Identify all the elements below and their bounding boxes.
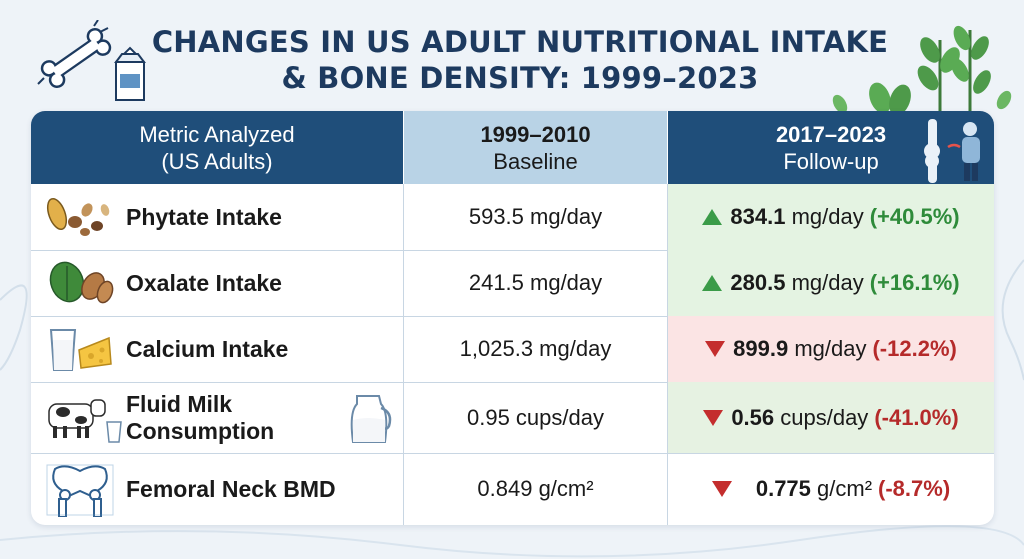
metric-label-line-2: Consumption — [126, 417, 275, 444]
table-row-phytate: Phytate Intake 593.5 mg/day 834.1 mg/day… — [31, 184, 994, 250]
followup-cell: 834.1 mg/day (+40.5%) — [668, 184, 994, 250]
change-percent: (+40.5%) — [869, 204, 960, 229]
followup-cell: 0.56 cups/day (-41.0%) — [668, 382, 994, 453]
row-divider — [31, 453, 994, 454]
followup-unit: g/cm² — [810, 476, 873, 501]
metric-label: Phytate Intake — [126, 203, 282, 230]
row-divider — [31, 382, 994, 383]
down-arrow-icon — [705, 341, 726, 357]
row-divider — [31, 250, 994, 251]
followup-value: 0.775 — [755, 476, 811, 501]
title-line-2: & BONE DENSITY: 1999–2023 — [281, 61, 759, 95]
column-header-baseline: 1999–2010 Baseline — [404, 111, 667, 184]
table-row-calcium: Calcium Intake 1,025.3 mg/day 899.9 mg/d… — [31, 316, 994, 382]
title-line-1: CHANGES IN US ADULT NUTRITIONAL INTAKE — [151, 25, 889, 59]
plant-icon — [832, 25, 1012, 112]
metric-cell: Calcium Intake — [31, 316, 403, 382]
followup-value: 899.9 — [733, 336, 789, 361]
baseline-value: 241.5 mg/day — [468, 270, 603, 295]
followup-cell: 0.775 g/cm² (-8.7%) — [668, 453, 994, 525]
up-arrow-icon — [702, 275, 723, 291]
milk-carton-icon — [114, 46, 146, 101]
baseline-value: 1,025.3 mg/day — [459, 336, 612, 361]
followup-cell: 280.5 mg/day (+16.1%) — [668, 250, 994, 316]
followup-unit: cups/day — [774, 404, 869, 430]
followup-value: 280.5 — [730, 270, 786, 295]
change-percent: (-12.2%) — [872, 336, 957, 361]
column-header-metric-subtitle: (US Adults) — [161, 148, 273, 174]
metric-label: Femoral Neck BMD — [126, 475, 336, 502]
metric-label: Fluid Milk Consumption — [126, 391, 274, 445]
followup-unit: mg/day — [785, 270, 864, 295]
metric-label: Oxalate Intake — [126, 269, 282, 296]
pelvis-bone-icon — [46, 464, 114, 517]
column-header-metric-title: Metric Analyzed — [139, 121, 295, 147]
milk-cheese-icon — [49, 329, 112, 371]
knee-joint-icon — [924, 119, 980, 183]
column-divider — [667, 184, 668, 525]
baseline-value: 0.849 g/cm² — [477, 476, 594, 501]
column-divider — [403, 184, 404, 525]
baseline-value: 0.95 cups/day — [467, 404, 604, 430]
column-header-metric: Metric Analyzed (US Adults) — [31, 111, 403, 184]
column-header-followup: 2017–2023 Follow-up — [668, 111, 994, 184]
milk-jug-icon — [350, 395, 392, 443]
column-header-baseline-years: 1999–2010 — [480, 121, 591, 147]
table-row-femoral-neck-bmd: Femoral Neck BMD 0.849 g/cm² 0.775 g/cm²… — [31, 453, 994, 525]
table-header: Metric Analyzed (US Adults) 1999–2010 Ba… — [31, 111, 994, 184]
column-header-followup-years: 2017–2023 — [775, 121, 887, 147]
followup-cell: 899.9 mg/day (-12.2%) — [668, 316, 994, 382]
row-divider — [31, 316, 994, 317]
followup-unit: mg/day — [788, 336, 867, 361]
change-percent: (+16.1%) — [869, 270, 960, 295]
baseline-value: 593.5 mg/day — [468, 204, 603, 229]
page-title: CHANGES IN US ADULT NUTRITIONAL INTAKE &… — [150, 24, 890, 96]
comparison-table: Metric Analyzed (US Adults) 1999–2010 Ba… — [31, 111, 994, 525]
table-row-fluid-milk: Fluid Milk Consumption 0.95 cups/day 0.5… — [31, 382, 994, 453]
metric-label-line-1: Fluid Milk — [126, 390, 233, 417]
metric-cell: Fluid Milk Consumption — [31, 382, 403, 453]
followup-unit: mg/day — [785, 204, 864, 229]
change-percent: (-41.0%) — [874, 404, 959, 430]
header: CHANGES IN US ADULT NUTRITIONAL INTAKE &… — [0, 0, 1024, 112]
bone-icon — [37, 20, 112, 89]
metric-cell: Oxalate Intake — [31, 250, 403, 316]
spinach-almond-icon — [49, 261, 114, 304]
table-row-oxalate: Oxalate Intake 241.5 mg/day 280.5 mg/day… — [31, 250, 994, 316]
metric-cell: Phytate Intake — [31, 184, 403, 250]
metric-label: Calcium Intake — [126, 335, 289, 362]
cow-milk-icon — [48, 398, 122, 443]
followup-value: 0.56 — [731, 404, 775, 430]
followup-value: 834.1 — [730, 204, 786, 229]
change-percent: (-8.7%) — [878, 476, 951, 501]
down-arrow-icon — [703, 409, 724, 426]
column-header-baseline-subtitle: Baseline — [493, 148, 578, 174]
column-header-followup-subtitle: Follow-up — [783, 148, 879, 174]
metric-cell: Femoral Neck BMD — [31, 453, 403, 525]
down-arrow-icon — [711, 481, 732, 497]
grains-nuts-icon — [46, 197, 110, 236]
up-arrow-icon — [702, 209, 723, 225]
